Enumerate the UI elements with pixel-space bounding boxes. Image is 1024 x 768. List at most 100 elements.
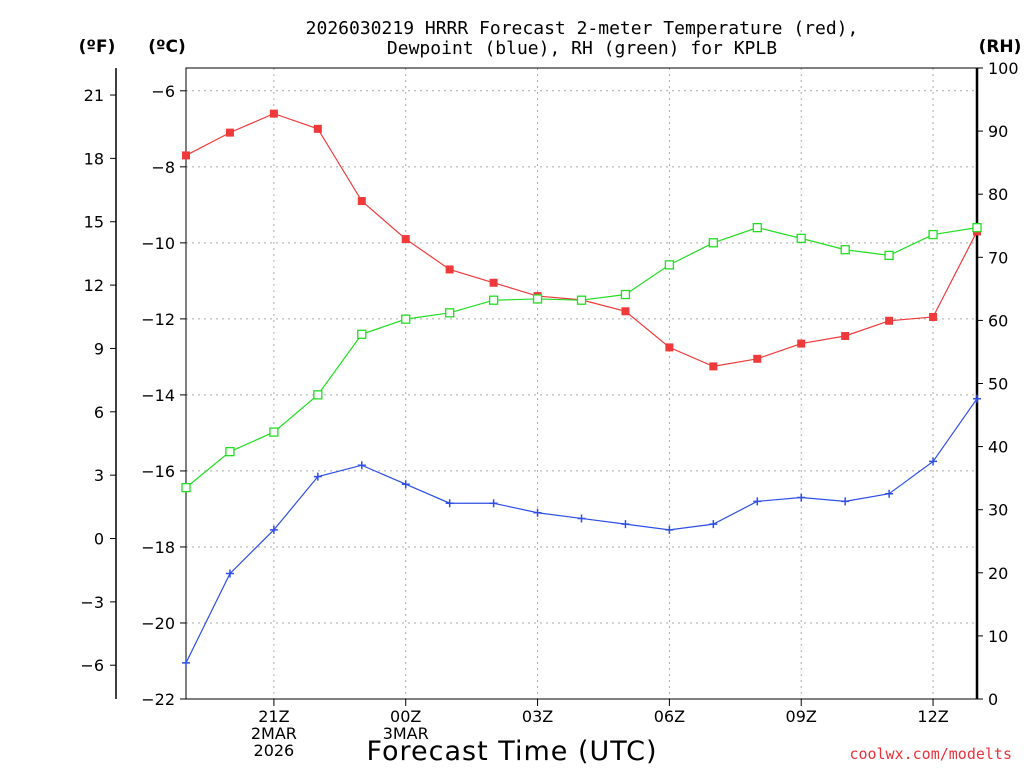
celsius-unit-label: (ºC) xyxy=(148,37,186,57)
fahrenheit-tick-label: 0 xyxy=(94,530,104,549)
dewpoint-point xyxy=(225,569,234,578)
2-meter-temperature-point xyxy=(489,278,498,287)
fahrenheit-tick-label: 21 xyxy=(84,86,104,105)
2-meter-temperature-point xyxy=(621,307,630,316)
rh-point xyxy=(840,245,850,255)
rh-point xyxy=(708,238,718,248)
celsius-tick-label: −8 xyxy=(151,158,175,177)
x-tick-label: 2MAR xyxy=(251,724,297,743)
2-meter-temperature-point xyxy=(401,235,410,244)
2-meter-temperature-point xyxy=(841,331,850,340)
x-tick-label: 3MAR xyxy=(383,724,429,743)
2-meter-temperature-point xyxy=(885,316,894,325)
2-meter-temperature-point xyxy=(269,109,278,118)
dewpoint-point xyxy=(753,497,762,506)
2-meter-temperature-point xyxy=(182,151,190,160)
fahrenheit-unit-label: (ºF) xyxy=(79,37,116,57)
fahrenheit-tick-label: 3 xyxy=(94,466,104,485)
rh-tick-label: 100 xyxy=(988,59,1019,78)
rh-point xyxy=(972,222,982,233)
rh-point xyxy=(401,314,411,324)
rh-tick-label: 50 xyxy=(988,375,1008,394)
dewpoint-point xyxy=(489,499,498,508)
celsius-tick-label: −16 xyxy=(141,462,175,481)
dewpoint-point xyxy=(665,525,674,534)
dewpoint-point xyxy=(357,461,366,470)
x-tick-label: 12Z xyxy=(917,707,948,726)
rh-tick-label: 10 xyxy=(988,627,1008,646)
x-tick-label: 06Z xyxy=(654,707,685,726)
celsius-tick-label: −20 xyxy=(141,614,175,633)
fahrenheit-tick-label: −3 xyxy=(80,593,104,612)
plot-frame xyxy=(185,67,978,700)
dewpoint-point xyxy=(182,658,190,667)
dewpoint-point xyxy=(841,497,850,506)
rh-tick-label: 30 xyxy=(988,501,1008,520)
rh-point xyxy=(445,308,455,318)
rh-point xyxy=(752,222,762,233)
rh-point xyxy=(225,446,235,457)
dewpoint-point xyxy=(269,525,278,534)
rh-tick-label: 60 xyxy=(988,311,1008,330)
fahrenheit-tick-label: 15 xyxy=(84,213,104,232)
2-meter-temperature-point xyxy=(709,362,718,371)
rh-tick-label: 90 xyxy=(988,122,1008,141)
2-meter-temperature-line xyxy=(185,112,978,368)
2-meter-temperature-point xyxy=(313,124,322,133)
fahrenheit-tick-label: −6 xyxy=(80,656,104,675)
rh-point xyxy=(664,260,675,270)
dewpoint-point xyxy=(709,520,718,529)
celsius-tick-label: −6 xyxy=(151,82,175,101)
rh-point xyxy=(313,390,323,400)
x-tick-label: 09Z xyxy=(786,707,817,726)
2-meter-temperature-point xyxy=(357,197,366,206)
dewpoint-point xyxy=(445,499,454,508)
rh-line xyxy=(185,227,978,489)
celsius-tick-label: −22 xyxy=(141,690,175,709)
dewpoint-point xyxy=(533,508,542,517)
2-meter-temperature-point xyxy=(753,354,762,363)
rh-point xyxy=(269,427,279,437)
rh-tick-label: 70 xyxy=(988,248,1008,267)
fahrenheit-tick-label: 9 xyxy=(94,339,104,358)
rh-point xyxy=(884,250,894,261)
gridlines xyxy=(186,68,977,699)
2-meter-temperature-point xyxy=(797,339,806,348)
rh-point xyxy=(620,289,631,300)
dewpoint-point xyxy=(313,472,322,481)
rh-tick-label: 80 xyxy=(988,185,1008,204)
dewpoint-point xyxy=(929,457,938,466)
chart-title-line-2: Dewpoint (blue), RH (green) for KPLB xyxy=(387,38,777,59)
x-tick-label: 2026 xyxy=(254,741,295,760)
rh-unit-label: (RH) xyxy=(979,37,1022,57)
x-axis-label: Forecast Time (UTC) xyxy=(366,736,657,767)
fahrenheit-tick-label: 18 xyxy=(84,149,104,168)
dewpoint-point xyxy=(621,520,630,529)
celsius-tick-label: −14 xyxy=(141,386,175,405)
rh-point xyxy=(576,295,587,305)
2-meter-temperature-point xyxy=(225,128,234,137)
rh-tick-label: 0 xyxy=(988,690,998,709)
chart-title-line-1: 2026030219 HRRR Forecast 2-meter Tempera… xyxy=(306,18,859,39)
dewpoint-point xyxy=(885,489,894,498)
dewpoint-point xyxy=(797,493,806,502)
data-series xyxy=(181,109,982,667)
x-tick-label: 03Z xyxy=(522,707,553,726)
rh-tick-label: 20 xyxy=(988,564,1008,583)
rh-point xyxy=(357,329,367,339)
2-meter-temperature-point xyxy=(929,312,938,321)
x-tick-label: 00Z xyxy=(390,707,421,726)
celsius-tick-label: −10 xyxy=(141,234,175,253)
credit-text: coolwx.com/modelts xyxy=(849,745,1012,763)
2-meter-temperature-point xyxy=(665,343,674,352)
dewpoint-point xyxy=(973,394,981,403)
celsius-tick-label: −12 xyxy=(141,310,175,329)
dewpoint-point xyxy=(577,514,586,523)
celsius-tick-label: −18 xyxy=(141,538,175,557)
rh-point xyxy=(532,294,543,304)
rh-point xyxy=(796,233,806,244)
rh-point xyxy=(928,229,938,240)
dewpoint-point xyxy=(401,480,410,489)
